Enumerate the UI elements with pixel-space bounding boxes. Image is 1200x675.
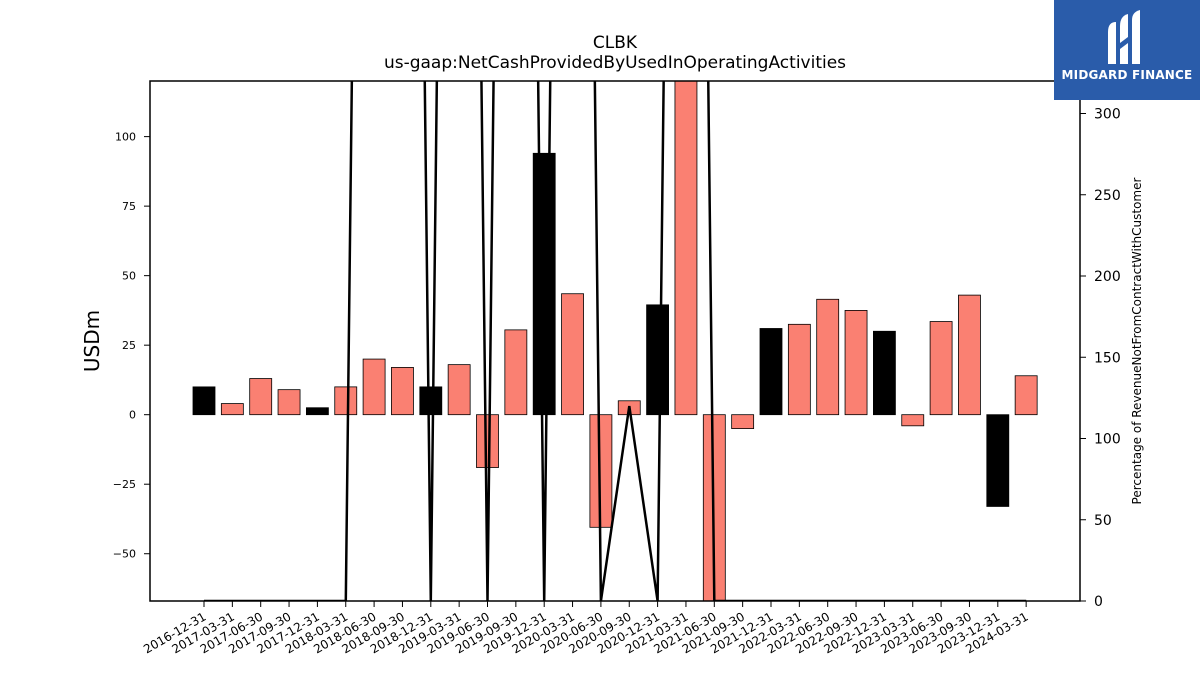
y-tick-label-right: 250 — [1094, 188, 1121, 204]
y-tick-label-right: 100 — [1094, 432, 1121, 448]
y-tick-label-right: 50 — [1094, 513, 1112, 529]
bar-2020-12-31 — [646, 304, 669, 416]
brand-logo: MIDGARD FINANCE — [1054, 0, 1200, 100]
bar-2023-06-30 — [929, 321, 953, 416]
bar-2023-09-30 — [958, 294, 981, 416]
bar-2018-12-31 — [419, 386, 443, 416]
bar-2022-12-31 — [873, 330, 896, 416]
y-tick-label-right: 150 — [1094, 350, 1121, 366]
y-tick-label-left: 100 — [115, 131, 136, 144]
logo-mark-icon — [1108, 10, 1140, 64]
y-tick-label-left: −25 — [113, 478, 136, 491]
y-tick-label-left: 0 — [129, 409, 136, 422]
y-axis-label-right: Percentage of RevenueNotFromContractWith… — [1130, 178, 1144, 505]
series-line — [204, 81, 1027, 601]
y-tick-label-right: 300 — [1094, 107, 1121, 123]
y-tick-label-right: 200 — [1094, 269, 1121, 285]
bar-2024-03-31 — [1014, 375, 1038, 416]
y-tick-label-left: −50 — [113, 548, 136, 561]
bar-2021-12-31 — [759, 328, 783, 416]
bar-2022-09-30 — [844, 310, 868, 416]
bar-2023-12-31 — [986, 414, 1010, 507]
bar-2018-09-30 — [391, 367, 414, 416]
bar-2022-03-31 — [787, 323, 811, 416]
chart-title: CLBK — [593, 33, 638, 53]
bar-2017-03-31 — [220, 403, 244, 416]
bar-2022-06-30 — [816, 298, 840, 416]
bar-2017-12-31 — [305, 407, 329, 416]
bar-2016-12-31 — [192, 386, 216, 416]
y-axis-right: 0 50 100 150 200 250 300 — [1080, 107, 1121, 610]
bar-2023-03-31 — [901, 414, 925, 427]
bar-2019-06-30 — [476, 414, 499, 468]
bar-2017-06-30 — [249, 378, 273, 416]
bar-2019-09-30 — [504, 329, 528, 416]
bar-2021-09-30 — [731, 414, 755, 429]
y-axis-label-left: USDm — [80, 310, 104, 372]
y-tick-label-left: 75 — [122, 200, 136, 213]
bar-2018-06-30 — [362, 358, 386, 416]
bar-2018-03-31 — [334, 386, 358, 416]
line-group — [204, 81, 1027, 601]
y-tick-label-left: 50 — [122, 270, 136, 283]
y-tick-label-left: 25 — [122, 339, 136, 352]
y-axis-left: −50 −25 0 25 50 75 100 — [113, 131, 150, 561]
chart-subtitle: us-gaap:NetCashProvidedByUsedInOperating… — [384, 53, 846, 73]
bar-2021-03-31 — [674, 81, 698, 416]
bar-2017-09-30 — [277, 389, 301, 416]
bar-2019-12-31 — [532, 152, 556, 416]
x-axis: 2016-12-312017-03-312017-06-302017-09-30… — [141, 601, 1031, 656]
plot-frame — [149, 80, 1081, 602]
bars-group — [192, 81, 1038, 601]
bar-2020-03-31 — [561, 293, 584, 416]
bar-2019-03-31 — [447, 364, 471, 416]
y-tick-label-right: 0 — [1094, 594, 1103, 610]
logo-text: MIDGARD FINANCE — [1061, 68, 1193, 82]
